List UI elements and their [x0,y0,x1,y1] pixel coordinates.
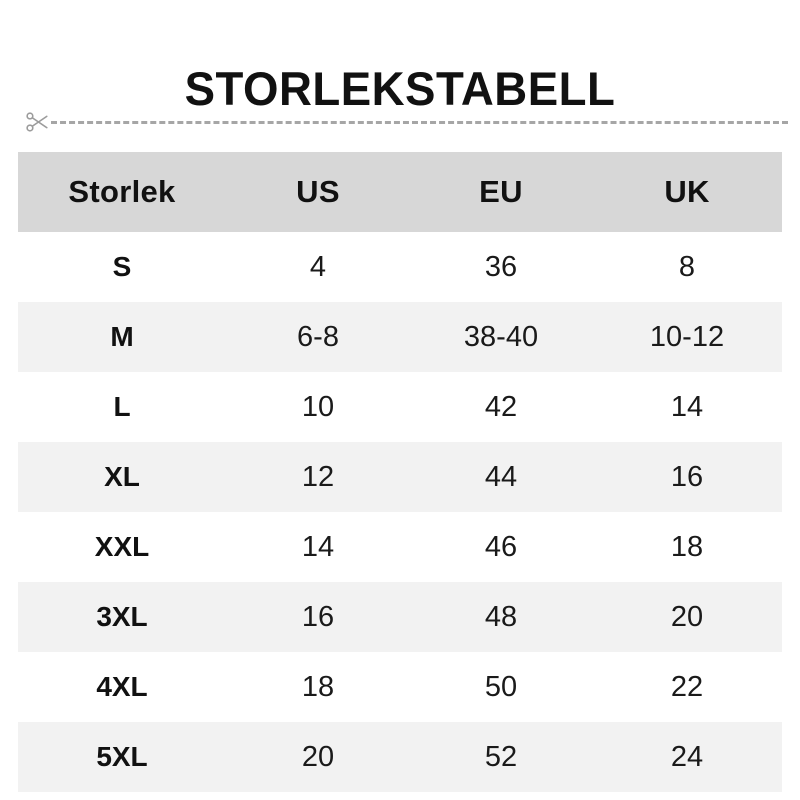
cell-us: 20 [301,741,335,773]
cell-eu: 46 [484,531,518,563]
cell-eu: 52 [484,741,518,773]
cell-us: 4 [309,251,327,283]
cell-uk: 22 [670,671,704,703]
cell-eu: 42 [484,391,518,423]
table-row: S 4 36 8 [18,232,782,302]
scissors-icon [26,112,48,132]
cell-size: S [112,251,132,282]
table-header-row: Storlek US EU UK [18,152,782,232]
page-title: STORLEKSTABELL [184,62,616,116]
cell-eu: 50 [484,671,518,703]
cell-eu: 36 [484,251,518,283]
cell-us: 6-8 [297,321,339,353]
cell-size: 3XL [96,601,148,632]
column-header-size: Storlek [68,174,176,209]
cell-size: L [113,391,131,422]
cell-us: 10 [301,391,335,423]
table-row: 4XL 18 50 22 [18,652,782,722]
cell-uk: 8 [678,251,696,283]
cell-uk: 24 [670,741,704,773]
cell-us: 14 [301,531,335,563]
table-row: XL 12 44 16 [18,442,782,512]
table-header: Storlek US EU UK [18,152,782,232]
cell-size: 5XL [96,741,148,772]
table-row: 5XL 20 52 24 [18,722,782,792]
title-section: STORLEKSTABELL [0,0,800,144]
table-row: XXL 14 46 18 [18,512,782,582]
cell-us: 18 [301,671,335,703]
cell-eu: 44 [484,461,518,493]
table-body: S 4 36 8 M 6-8 38-40 10-12 L 10 42 14 XL… [18,232,782,792]
column-header-us: US [296,174,340,209]
cell-size: XXL [94,531,150,562]
cell-uk: 18 [670,531,704,563]
table-row: 3XL 16 48 20 [18,582,782,652]
column-header-uk: UK [664,174,710,209]
cell-eu: 48 [484,601,518,633]
cut-line [0,104,800,140]
cell-size: M [110,321,134,352]
size-chart-table: Storlek US EU UK S 4 36 8 M 6-8 38-40 10… [18,152,782,792]
cell-eu: 38-40 [463,321,539,353]
cell-size: 4XL [96,671,148,702]
cell-uk: 16 [670,461,704,493]
cell-us: 12 [301,461,335,493]
table-row: L 10 42 14 [18,372,782,442]
cell-uk: 14 [670,391,704,423]
cell-uk: 10-12 [649,321,725,353]
column-header-eu: EU [479,174,523,209]
dashed-cut-line [51,120,788,124]
cell-uk: 20 [670,601,704,633]
table-row: M 6-8 38-40 10-12 [18,302,782,372]
cell-size: XL [104,461,140,492]
cell-us: 16 [301,601,335,633]
